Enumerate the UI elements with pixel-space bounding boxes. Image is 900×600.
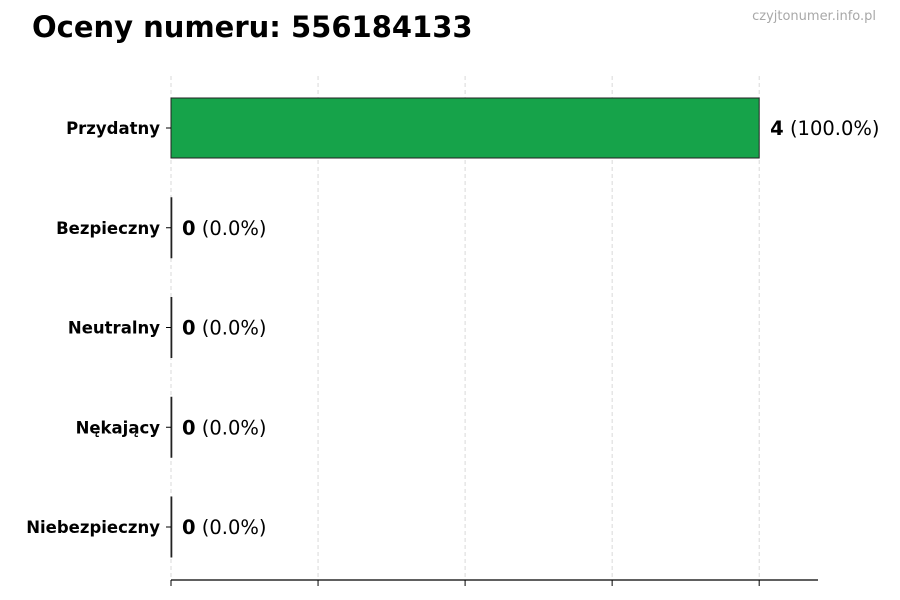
bar (170, 297, 173, 358)
data-value: 0 (182, 317, 196, 340)
data-value: 0 (182, 516, 196, 539)
bar (170, 197, 173, 259)
data-value: 0 (182, 416, 196, 439)
bar (170, 396, 173, 458)
bar (170, 496, 173, 558)
watermark: czyjtonumer.info.pl (752, 9, 876, 24)
data-percent: (0.0%) (196, 217, 267, 240)
data-percent: (100.0%) (784, 117, 880, 140)
category-label: Neutralny (68, 319, 160, 338)
data-label: 0 (0.0%) (182, 516, 267, 539)
category-label: Przydatny (66, 119, 160, 138)
data-percent: (0.0%) (196, 416, 267, 439)
category-label: Nękający (76, 418, 161, 437)
category-label: Niebezpieczny (26, 518, 160, 537)
data-value: 0 (182, 217, 196, 240)
data-label: 4 (100.0%) (770, 117, 879, 140)
data-percent: (0.0%) (196, 317, 267, 340)
data-label: 0 (0.0%) (182, 317, 267, 340)
bar (170, 97, 760, 159)
data-percent: (0.0%) (196, 516, 267, 539)
category-label: Bezpieczny (56, 219, 160, 238)
data-label: 0 (0.0%) (182, 217, 267, 240)
data-value: 4 (770, 117, 784, 140)
data-label: 0 (0.0%) (182, 416, 267, 439)
chart-title: Oceny numeru: 556184133 (32, 10, 473, 44)
